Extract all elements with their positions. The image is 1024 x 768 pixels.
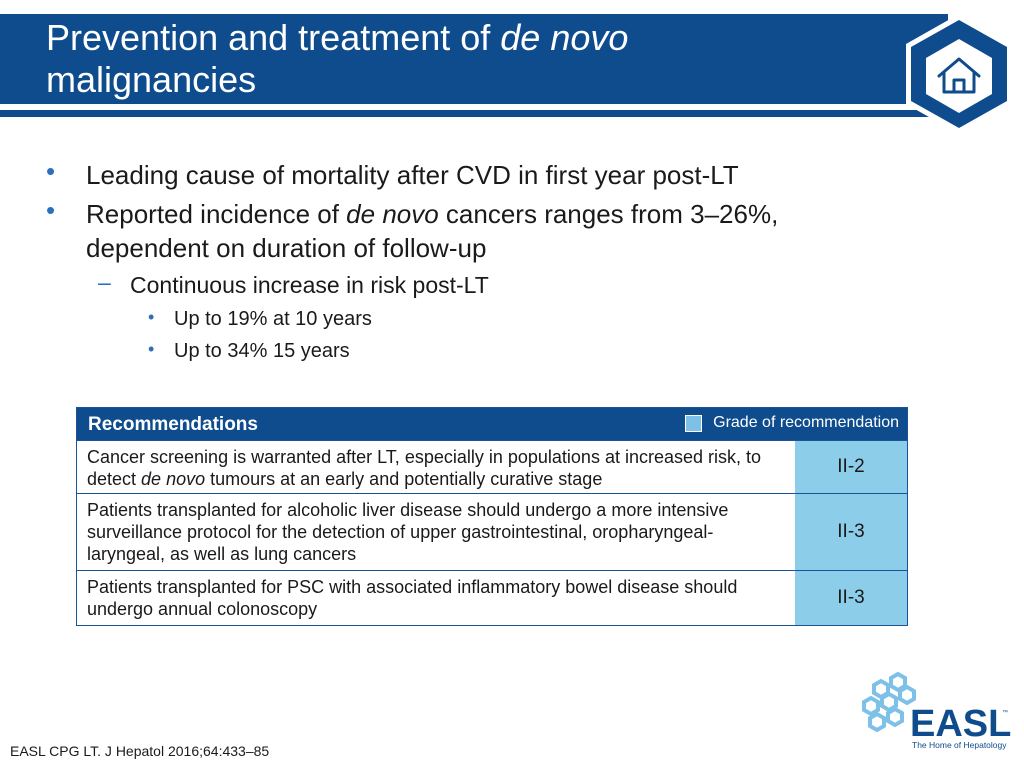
title-text-part1: Prevention and treatment of <box>46 17 501 58</box>
recommendation-text: Patients transplanted for alcoholic live… <box>87 500 729 564</box>
easl-logo-tm: ™ <box>1002 709 1008 716</box>
recommendation-grade: II-3 <box>793 494 907 570</box>
recommendation-text: Cancer screening is warranted after LT, … <box>77 441 793 493</box>
recommendation-italic-text: de novo <box>141 469 206 489</box>
sub-sub-bullet-text: Up to 19% at 10 years <box>174 308 372 330</box>
slide-title: Prevention and treatment of de novo malig… <box>46 17 906 101</box>
bullet-dash: – <box>98 269 111 295</box>
recommendation-row: Patients transplanted for alcoholic live… <box>77 493 907 570</box>
easl-logo-wordmark: EASL <box>910 703 1011 745</box>
footer-reference: EASL CPG LT. J Hepatol 2016;64:433–85 <box>10 743 270 759</box>
bullet-dot: • <box>46 195 56 225</box>
sub-bullet-text: Continuous increase in risk post-LT <box>130 272 489 298</box>
recommendation-text-part: Cancer screening is warranted after LT, … <box>87 447 762 489</box>
bullet-text: Leading cause of mortality after CVD in … <box>86 160 739 190</box>
recommendations-heading: Recommendations <box>88 414 258 435</box>
recommendation-text-part: tumours at an early and potentially cura… <box>205 469 603 489</box>
recommendations-header: Recommendations Grade of recommendation <box>77 408 907 440</box>
bullet-dot: • <box>148 339 155 359</box>
bullet-italic-text: de novo <box>346 199 439 229</box>
recommendation-row: Patients transplanted for PSC with assoc… <box>77 570 907 625</box>
bullet-dot: • <box>148 307 155 327</box>
title-bar <box>0 14 948 104</box>
recommendation-row: Cancer screening is warranted after LT, … <box>77 440 907 493</box>
easl-logo: EASL ™ The Home of Hepatology <box>862 672 1011 750</box>
title-text-part2: malignancies <box>46 59 257 100</box>
bullet-dot: • <box>46 156 56 186</box>
bullet-text-part: dependent on duration of follow-up <box>86 233 487 263</box>
recommendations-table: Recommendations Grade of recommendation … <box>76 407 908 626</box>
recommendation-text: Patients transplanted for PSC with assoc… <box>87 577 738 619</box>
bullet-text: Reported incidence of de novo cancers ra… <box>86 197 886 265</box>
sub-sub-bullet-text: Up to 34% 15 years <box>174 340 350 362</box>
title-underline-stripe <box>0 110 930 117</box>
grade-legend: Grade of recommendation <box>685 414 899 432</box>
recommendation-grade: II-3 <box>793 571 907 625</box>
easl-logo-tagline: The Home of Hepatology <box>912 740 1007 750</box>
title-italic-text: de novo <box>500 17 629 58</box>
bullet-text-part: cancers ranges from 3–26%, <box>438 199 779 229</box>
grade-legend-swatch <box>685 414 703 432</box>
home-icon[interactable] <box>902 12 1016 136</box>
grade-legend-label: Grade of recommendation <box>713 414 899 431</box>
bullet-text-part: Reported incidence of <box>86 199 347 229</box>
recommendation-grade: II-2 <box>793 441 907 493</box>
